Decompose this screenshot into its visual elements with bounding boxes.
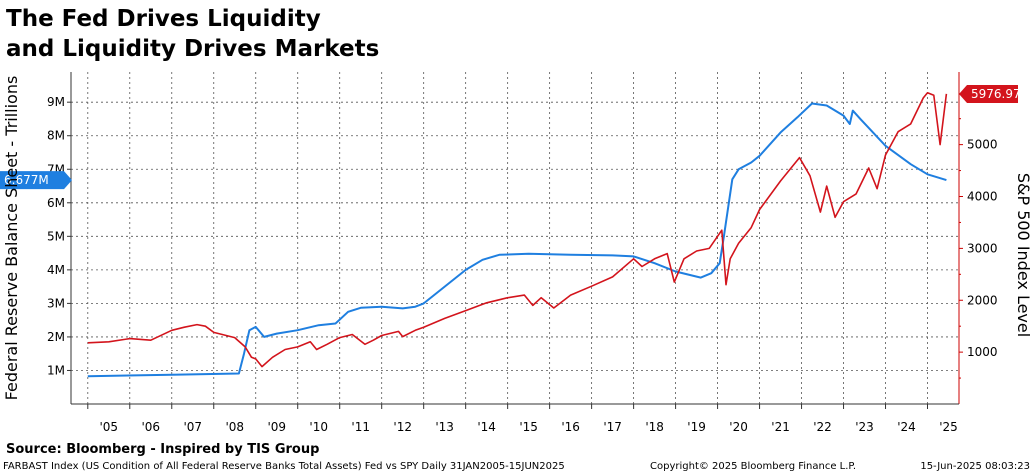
x-tick-label: '09 [267, 420, 286, 434]
x-tick-label: '12 [393, 420, 412, 434]
y-left-tick-label: 9M [47, 95, 65, 109]
y-right-tick-label: 5000 [967, 138, 998, 152]
y-left-tick-label: 4M [47, 263, 65, 277]
x-tick-label: '08 [225, 420, 244, 434]
y-left-tick-label: 2M [47, 330, 65, 344]
footer-timestamp: 15-Jun-2025 08:03:23 [920, 461, 1030, 472]
y-left-tick-label: 6M [47, 196, 65, 210]
x-tick-label: '20 [729, 420, 748, 434]
y-right-tick-label: 1000 [967, 345, 998, 359]
y-right-tick-label: 4000 [967, 190, 998, 204]
chart-title-line-2: and Liquidity Drives Markets [6, 36, 380, 62]
series-lines [87, 92, 948, 378]
y-axis-left-label: Federal Reserve Balance Sheet - Trillion… [2, 76, 21, 401]
chart-title: The Fed Drives Liquidity and Liquidity D… [6, 4, 379, 64]
y-left-tick-label: 3M [47, 296, 65, 310]
x-tick-label: '11 [351, 420, 370, 434]
x-tick-label: '21 [771, 420, 790, 434]
sp500-last-value-label: 5976.97 [971, 87, 1021, 101]
x-tick-label: '16 [561, 420, 580, 434]
y-left-tick-label: 1M [47, 363, 65, 377]
fed-last-value-label: 6.677M [4, 173, 49, 187]
footer-description: FARBAST Index (US Condition of All Feder… [3, 461, 565, 472]
fed-balance-sheet-line [87, 102, 947, 378]
footer-copyright: Copyright© 2025 Bloomberg Finance L.P. [650, 461, 857, 472]
y-axis-right-label: S&P 500 Index Level [1014, 173, 1033, 337]
x-tick-label: '14 [477, 420, 496, 434]
x-tick-label: '17 [603, 420, 622, 434]
x-tick-label: '13 [435, 420, 454, 434]
x-tick-label: '07 [183, 420, 202, 434]
sp500-line [87, 92, 948, 368]
fed-last-value-tag [0, 171, 72, 190]
x-tick-label: '10 [309, 420, 328, 434]
x-tick-label: '19 [687, 420, 706, 434]
sp500-last-value-tag [959, 84, 1018, 103]
x-tick-label: '15 [519, 420, 538, 434]
x-tick-label: '22 [813, 420, 832, 434]
last-value-tags: 6.677M 5976.97 [0, 84, 1021, 190]
grid-lines [71, 72, 959, 404]
y-right-tick-label: 3000 [967, 241, 998, 255]
x-tick-label: '23 [855, 420, 874, 434]
source-note: Source: Bloomberg - Inspired by TIS Grou… [6, 442, 320, 457]
x-tick-label: '05 [99, 420, 118, 434]
x-tick-label: '06 [141, 420, 160, 434]
y-left-tick-label: 5M [47, 229, 65, 243]
y-right-tick-label: 2000 [967, 293, 998, 307]
x-tick-label: '24 [897, 420, 916, 434]
x-tick-label: '18 [645, 420, 664, 434]
x-tick-label: '25 [939, 420, 958, 434]
chart-title-line-1: The Fed Drives Liquidity [6, 6, 321, 32]
axes [67, 72, 963, 409]
y-left-tick-label: 8M [47, 129, 65, 143]
